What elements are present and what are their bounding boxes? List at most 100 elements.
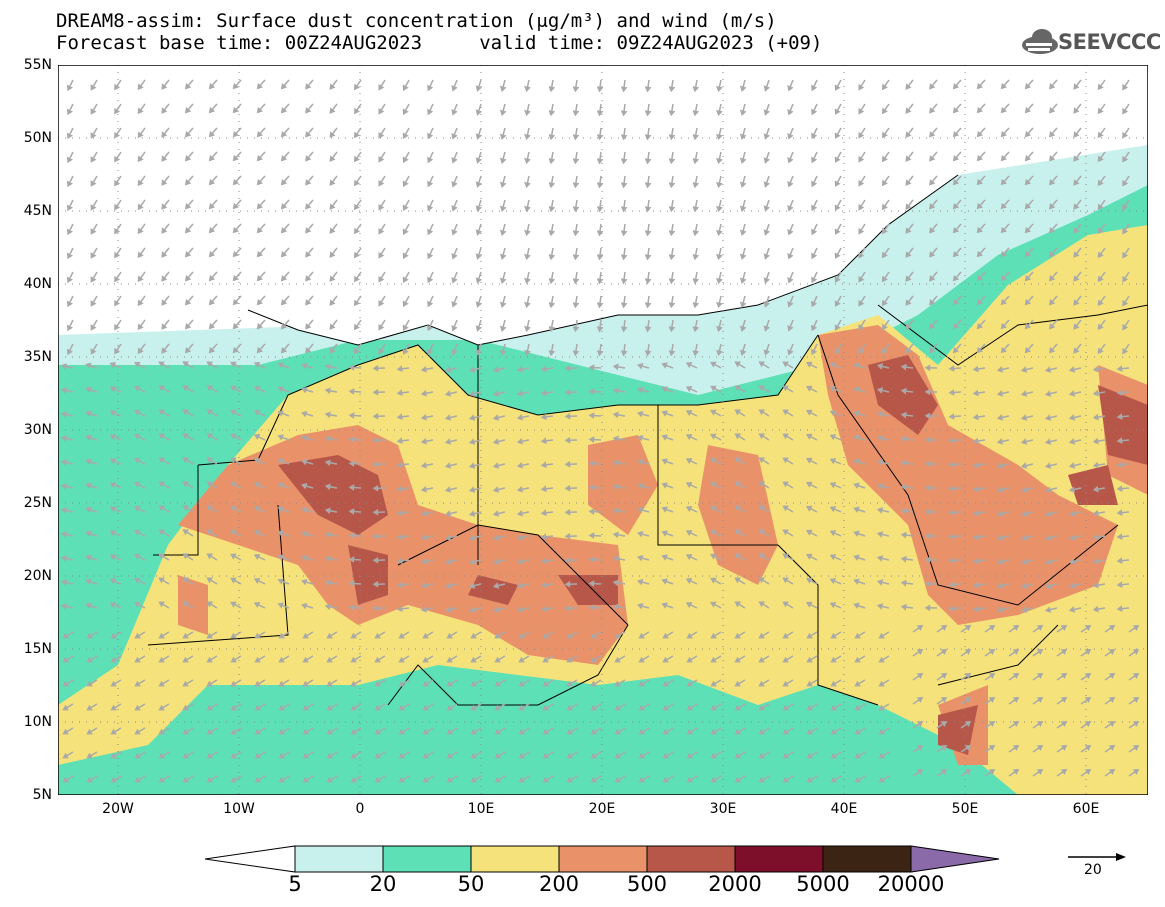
- wind-arrow-head: [881, 299, 888, 307]
- wind-arrow-head: [378, 348, 385, 355]
- wind-arrow-head: [329, 227, 336, 234]
- wind-arrow-head: [854, 656, 861, 663]
- wind-arrow-head: [612, 507, 619, 515]
- lon-label: 10W: [223, 801, 255, 817]
- wind-arrow-head: [420, 437, 427, 445]
- wind-arrow-head: [1024, 274, 1032, 282]
- wind-arrow-head: [763, 181, 771, 188]
- wind-arrow-head: [881, 203, 888, 211]
- wind-arrow-head: [710, 505, 717, 512]
- wind-arrow-head: [277, 386, 284, 393]
- wind-arrow-head: [324, 531, 331, 539]
- wind-arrow-head: [133, 457, 141, 464]
- wind-arrow-head: [1084, 648, 1092, 655]
- wind-arrow-head: [686, 704, 693, 711]
- wind-arrow-head: [596, 230, 604, 237]
- wind-arrow-head: [734, 433, 741, 440]
- wind-arrow-head: [492, 366, 500, 373]
- wind-arrow-head: [232, 274, 239, 282]
- wind-arrow-head: [324, 459, 331, 467]
- wind-arrow-head: [301, 482, 308, 490]
- wind-arrow-head: [427, 108, 434, 116]
- wind-arrow-head: [353, 203, 360, 211]
- wind-arrow-head: [208, 106, 216, 114]
- wind-arrow-head: [782, 656, 789, 663]
- wind-arrow-head: [232, 154, 239, 162]
- wind-arrow-head: [636, 482, 644, 490]
- wind-arrow-head: [133, 601, 141, 608]
- wind-arrow-head: [806, 481, 813, 488]
- wind-arrow-head: [739, 277, 747, 285]
- wind-arrow-head: [161, 275, 168, 282]
- wind-arrow-head: [182, 776, 189, 783]
- wind-arrow-head: [446, 704, 453, 711]
- wind-arrow-head: [66, 132, 73, 140]
- wind-arrow-head: [710, 776, 717, 783]
- wind-arrow-head: [350, 752, 357, 759]
- wind-arrow-head: [564, 508, 571, 516]
- wind-arrow-head: [324, 507, 331, 515]
- wind-arrow-head: [305, 347, 312, 354]
- wind-arrow-head: [710, 481, 717, 488]
- wind-arrow-head: [60, 435, 68, 442]
- wind-arrow-head: [668, 326, 676, 333]
- wind-arrow-head: [1073, 275, 1080, 282]
- wind-arrow-head: [182, 385, 190, 392]
- wind-arrow-head: [1036, 696, 1044, 703]
- colorbar-label: 20000: [877, 872, 945, 896]
- lat-label: 20N: [23, 568, 52, 584]
- wind-arrow-head: [644, 230, 652, 237]
- wind-arrow-head: [620, 134, 628, 141]
- wind-arrow-head: [1000, 154, 1007, 162]
- wind-arrow-head: [710, 680, 717, 687]
- wind-arrow-head: [1116, 605, 1123, 612]
- wind-arrow-head: [734, 577, 741, 584]
- wind-arrow-head: [468, 606, 476, 613]
- wind-arrow-head: [588, 604, 595, 611]
- wind-arrow-head: [184, 251, 192, 258]
- wind-arrow-head: [396, 557, 403, 565]
- wind-arrow-head: [372, 532, 379, 540]
- wind-arrow-head: [710, 577, 717, 584]
- wind-arrow-head: [876, 483, 884, 490]
- wind-arrow-head: [110, 704, 117, 711]
- wind-arrow-head: [806, 632, 813, 639]
- wind-arrow-head: [277, 602, 284, 609]
- wind-arrow-head: [468, 582, 476, 589]
- wind-arrow-head: [596, 86, 604, 93]
- wind-arrow-head: [353, 179, 360, 187]
- wind-arrow-head: [716, 229, 723, 237]
- wind-arrow-head: [494, 752, 501, 759]
- wind-arrow-head: [1060, 696, 1068, 703]
- wind-arrow-head: [636, 506, 644, 514]
- wind-arrow-head: [348, 460, 355, 467]
- wind-arrow-head: [1122, 299, 1129, 307]
- wind-arrow-head: [929, 251, 936, 258]
- wind-arrow-head: [254, 632, 261, 639]
- wind-arrow-head: [402, 276, 409, 283]
- wind-arrow-head: [590, 728, 597, 735]
- wind-arrow-head: [1097, 203, 1104, 211]
- wind-arrow-head: [114, 203, 121, 211]
- wind-arrow-head: [446, 632, 453, 639]
- wind-arrow-head: [134, 728, 141, 735]
- wind-arrow-head: [758, 656, 765, 663]
- wind-arrow-head: [952, 274, 960, 282]
- wind-arrow-head: [378, 84, 385, 91]
- wind-arrow-head: [1073, 83, 1080, 90]
- wind-arrow-head: [62, 680, 69, 687]
- wind-arrow-head: [134, 680, 141, 687]
- wind-arrow-head: [782, 433, 789, 440]
- wind-arrow-head: [232, 82, 239, 90]
- wind-arrow-head: [858, 179, 865, 187]
- wind-arrow-head: [137, 155, 144, 163]
- wind-arrow-head: [230, 704, 237, 711]
- wind-arrow-head: [114, 347, 121, 355]
- wind-arrow-head: [564, 484, 571, 492]
- wind-arrow-head: [109, 578, 117, 585]
- wind-arrow-head: [475, 277, 483, 284]
- wind-arrow-head: [940, 768, 948, 775]
- wind-arrow-head: [612, 555, 619, 563]
- wind-arrow-head: [782, 601, 789, 608]
- wind-arrow-head: [494, 680, 501, 687]
